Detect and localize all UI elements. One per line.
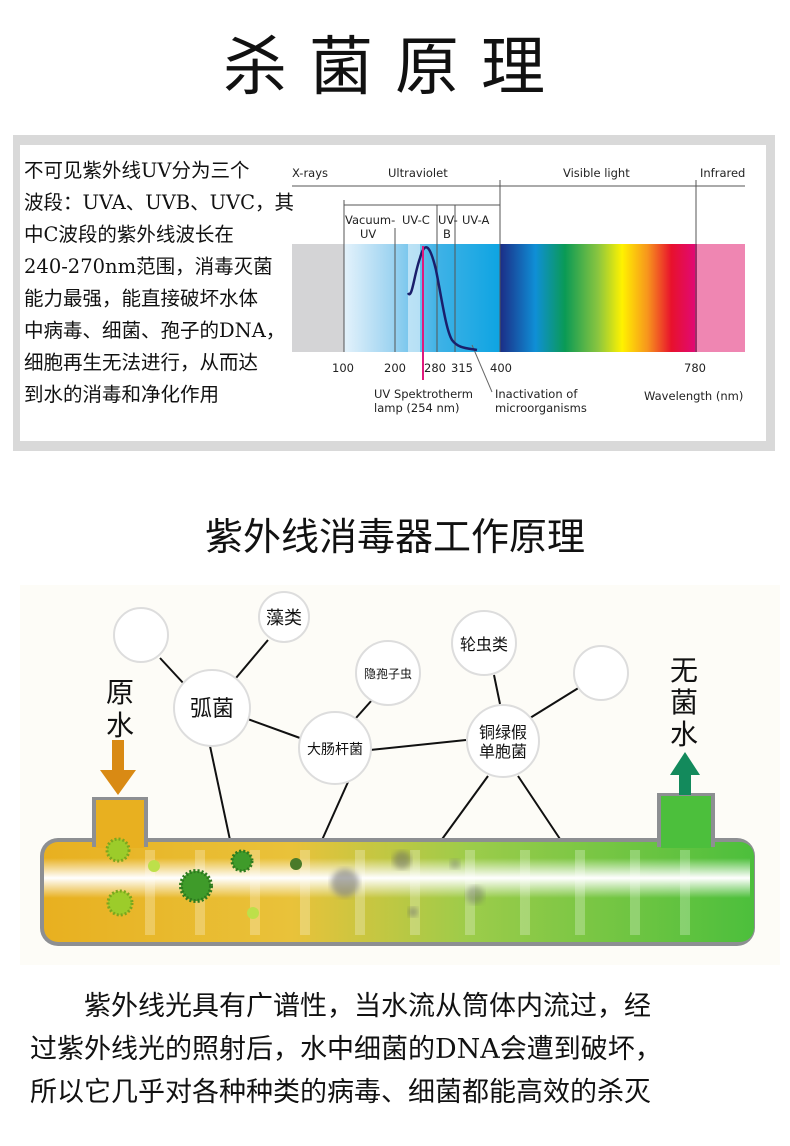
- intro-line: 240-270nm范围，消毒灭菌: [24, 255, 273, 278]
- band-label: Infrared: [700, 166, 745, 180]
- organism-bubble: [466, 704, 540, 778]
- absorption-curve: [406, 246, 478, 352]
- section-title: 紫外线消毒器工作原理: [204, 515, 585, 559]
- tick-label: 200: [384, 361, 406, 375]
- visible-band: [500, 244, 697, 352]
- tick-label: 780: [684, 361, 706, 375]
- paragraph-line: 紫外线光具有广谱性，当水流从筒体内流过，经: [30, 991, 651, 1022]
- intro-line: 中病毒、细菌、孢子的DNA，: [24, 319, 286, 342]
- organism-label: 弧菌: [190, 697, 234, 722]
- inlet-label: 水: [106, 709, 134, 742]
- outlet-label: 水: [670, 718, 698, 751]
- subband-label: UV-: [438, 213, 458, 227]
- tick-label: 315: [451, 361, 473, 375]
- subband-label: B: [443, 227, 451, 241]
- inactivation-label: microorganisms: [495, 401, 587, 415]
- organism-bubble: [451, 610, 517, 676]
- outlet-label: 菌: [670, 686, 698, 719]
- lamp-label: lamp (254 nm): [374, 401, 459, 415]
- organism-label: 铜绿假: [479, 723, 527, 742]
- uv-sterilizer-diagram: 藻类 弧菌 隐孢子虫 大肠杆菌 轮虫类 铜绿假 单胞菌 原 水 无 菌 水: [20, 585, 780, 965]
- subband-label: UV-C: [402, 213, 430, 227]
- organism-bubble: [258, 591, 310, 643]
- organism-label: 藻类: [266, 608, 302, 629]
- paragraph-line: 所以它几乎对各种种类的病毒、细菌都能高效的杀灭: [30, 1077, 651, 1108]
- intro-line: 能力最强，能直接破坏水体: [24, 287, 259, 310]
- organism-label: 隐孢子虫: [364, 667, 412, 681]
- uv-intro-text: 不可见紫外线UV分为三个 波段：UVA、UVB、UVC，其 中C波段的紫外线波长…: [24, 155, 324, 411]
- outlet: [661, 796, 711, 848]
- lamp-label: UV Spektrotherm: [374, 387, 473, 401]
- tick-label: 100: [332, 361, 354, 375]
- organism-bubble: [173, 669, 251, 747]
- subband-label: Vacuum-: [345, 213, 395, 227]
- infrared-band: [697, 244, 745, 352]
- page-title: 杀菌原理: [223, 31, 567, 105]
- intro-line: 波段：UVA、UVB、UVC，其: [24, 191, 295, 214]
- organism-label: 大肠杆菌: [307, 742, 363, 758]
- tick-label: 400: [490, 361, 512, 375]
- outlet-label: 无: [670, 654, 698, 687]
- paragraph-line: 过紫外线光的照射后，水中细菌的DNA会遭到破坏，: [30, 1034, 662, 1065]
- xray-band: [292, 244, 344, 352]
- organism-bubble: [298, 711, 372, 785]
- description-paragraph: 紫外线光具有广谱性，当水流从筒体内流过，经 过紫外线光的照射后，水中细菌的DNA…: [30, 985, 770, 1114]
- intro-line: 不可见紫外线UV分为三个: [24, 159, 250, 182]
- outlet-arrow-icon: [670, 752, 700, 775]
- intro-line: 中C波段的紫外线波长在: [24, 223, 234, 246]
- intro-line: 到水的消毒和净化作用: [24, 383, 220, 406]
- subband-label: UV-A: [462, 213, 490, 227]
- uv-spectrum-diagram: X-rays Ultraviolet Visible light Infrare…: [292, 166, 745, 415]
- organism-label: 轮虫类: [460, 635, 508, 654]
- band-label: Visible light: [563, 166, 630, 180]
- tick-label: 280: [424, 361, 446, 375]
- inlet-arrow-icon: [112, 740, 124, 772]
- inlet-label: 原: [106, 676, 134, 709]
- band-label: Ultraviolet: [388, 166, 448, 180]
- band-label: X-rays: [292, 166, 328, 180]
- intro-line: 细胞再生无法进行，从而达: [24, 351, 259, 374]
- organism-bubble: [355, 640, 421, 706]
- organism-label: 单胞菌: [479, 742, 527, 761]
- axis-label: Wavelength (nm): [644, 389, 743, 403]
- organism-bubble: [113, 607, 169, 663]
- organism-bubble: [573, 645, 629, 701]
- bacteria-icon: [105, 837, 484, 919]
- subband-label: UV: [360, 227, 376, 241]
- inactivation-label: Inactivation of: [495, 387, 578, 401]
